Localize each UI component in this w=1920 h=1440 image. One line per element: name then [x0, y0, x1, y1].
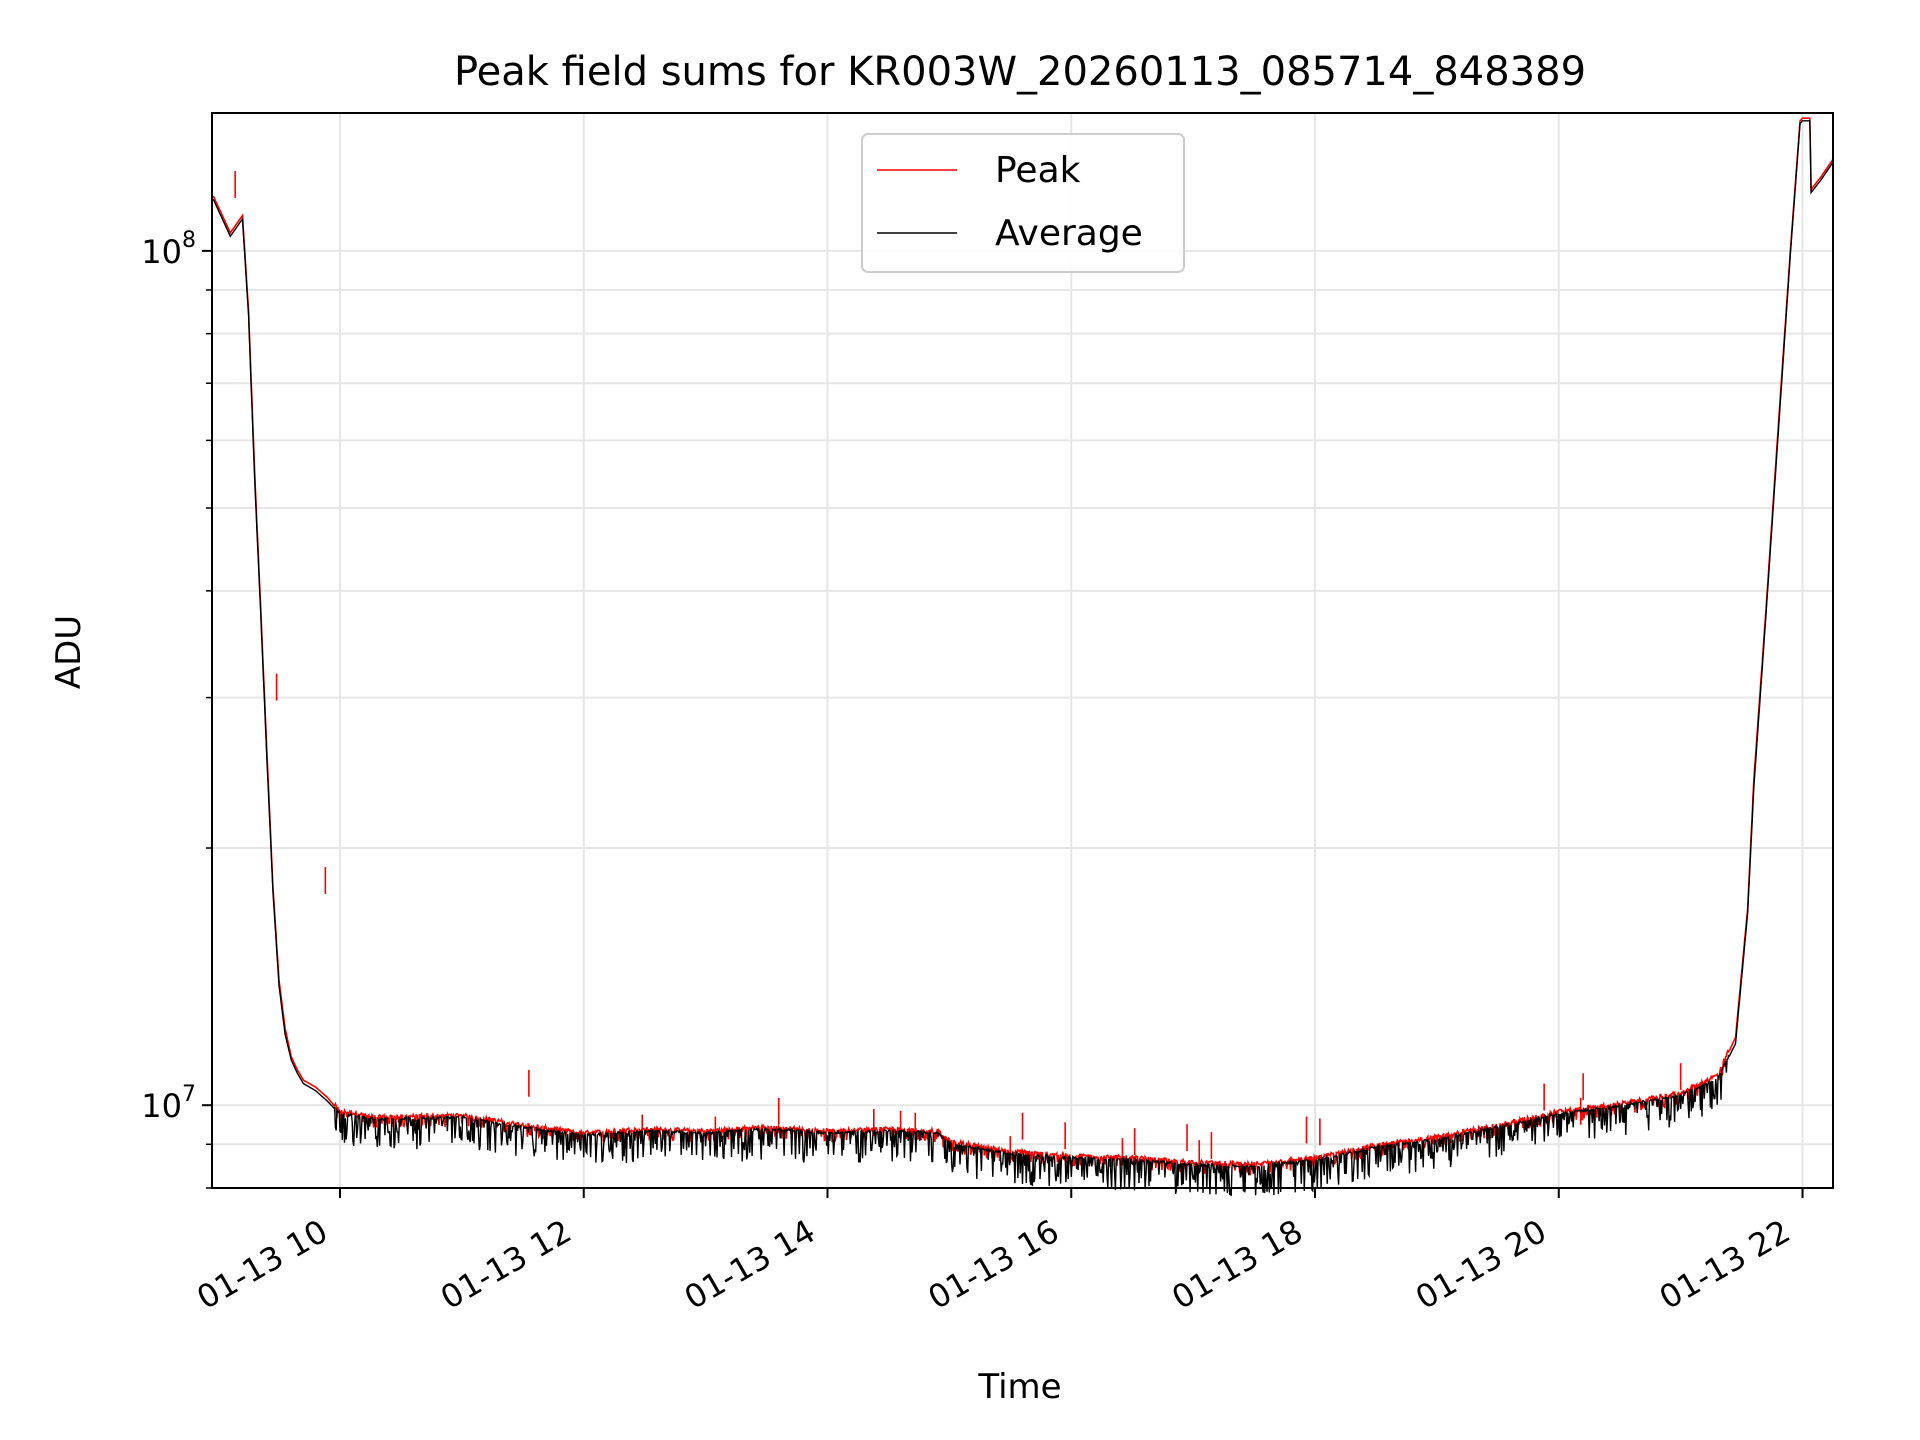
chart-title: Peak field sums for KR003W_20260113_0857…: [454, 49, 1586, 95]
series-layer: [212, 117, 1834, 1196]
plot-frame: [211, 112, 1834, 1189]
legend-box: [861, 133, 1185, 273]
legend-average-label: Average: [995, 213, 1143, 254]
series-average-line: [212, 120, 1834, 1196]
y-axis-label: ADU: [49, 615, 89, 689]
x-axis-label: Time: [977, 1367, 1061, 1407]
legend-peak-label: Peak: [995, 150, 1081, 191]
legend: Peak Average: [861, 133, 1185, 273]
y-tick-label: 107: [141, 1082, 196, 1125]
y-tick-label: 108: [141, 228, 196, 271]
